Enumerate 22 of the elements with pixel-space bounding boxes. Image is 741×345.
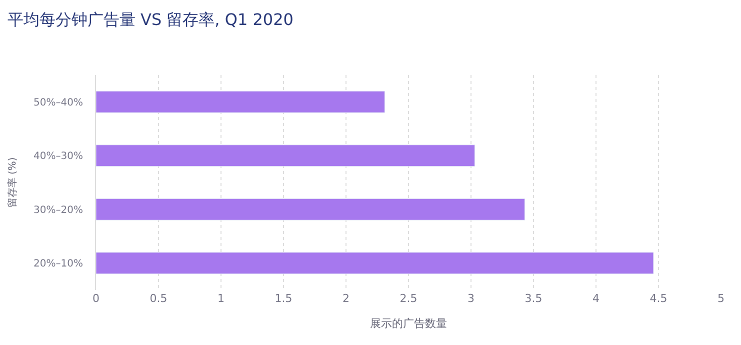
x-tick-label: 0 [92,292,100,305]
x-tick-label: 4 [592,292,600,305]
x-tick-label: 0.5 [150,292,168,305]
bar [96,198,525,220]
x-tick-label: 1.5 [274,292,292,305]
y-tick-label: 20%–10% [34,258,83,270]
y-axis-title: 留存率 (%) [6,157,19,208]
x-tick-label: 2 [342,292,350,305]
x-tick-label: 4.5 [650,292,668,305]
x-axis-title: 展示的广告数量 [370,317,447,330]
bar [96,90,385,113]
x-tick-label: 3 [468,292,474,305]
y-tick-label: 30%–20% [34,204,83,216]
y-tick-label: 50%–40% [34,97,83,108]
chart-title: 平均每分钟广告量 VS 留存率, Q1 2020 [7,10,294,29]
bar [96,252,654,274]
x-tick-label: 2.5 [400,292,418,305]
x-tick-label: 5 [718,292,724,305]
x-tick-label: 1 [218,292,224,305]
y-tick-label: 40%–30% [34,151,83,162]
bar [96,144,475,167]
x-tick-label: 3.5 [524,292,542,305]
